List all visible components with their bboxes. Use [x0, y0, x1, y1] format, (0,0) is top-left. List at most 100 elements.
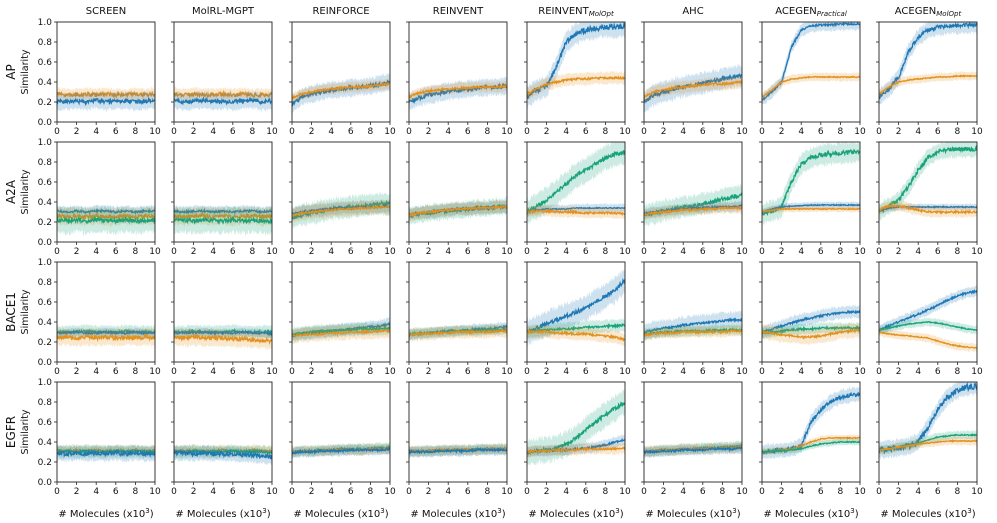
- x-tick-label: 6: [700, 367, 706, 377]
- x-tick-label: 8: [485, 487, 491, 497]
- x-tick-label: 10: [854, 247, 866, 257]
- series-line-blue: [644, 446, 742, 455]
- x-tick-label: 10: [501, 487, 513, 497]
- x-tick-label: 2: [779, 367, 785, 377]
- panel-frame: [526, 21, 626, 123]
- series-line-orange: [292, 328, 390, 338]
- panel-frame: [408, 261, 508, 363]
- panel-frame: [526, 261, 626, 363]
- series-band-green: [527, 142, 625, 225]
- x-tick-label: 4: [680, 247, 686, 257]
- x-tick-label: 6: [818, 367, 824, 377]
- series-line-green: [292, 325, 390, 336]
- x-tick-label: 0: [759, 367, 765, 377]
- x-tick-label: 10: [736, 247, 748, 257]
- series-band-green: [527, 388, 625, 467]
- series-band-green: [762, 142, 860, 226]
- x-tick-label: 2: [74, 487, 80, 497]
- series-line-orange: [644, 205, 742, 216]
- panel-ap-reinvent_molopt: 0 2 4 6 8 10: [524, 21, 631, 137]
- x-axis-label: # Molecules (x103): [645, 507, 740, 520]
- series-line-orange: [174, 211, 272, 222]
- x-tick-label: 2: [896, 247, 902, 257]
- x-tick-label: 4: [328, 487, 334, 497]
- y-tick-label: 0.8: [38, 158, 53, 168]
- x-tick-label: 2: [779, 247, 785, 257]
- y-tick-label: 0.0: [38, 118, 53, 128]
- series-line-orange: [879, 203, 977, 215]
- x-tick-label: 6: [230, 127, 236, 137]
- y-tick-label: 0.6: [38, 418, 53, 428]
- series-line-orange: [879, 74, 977, 95]
- x-tick-label: 6: [465, 487, 471, 497]
- x-tick-label: 0: [289, 127, 295, 137]
- x-tick-label: 10: [736, 487, 748, 497]
- series-line-green: [762, 440, 860, 454]
- x-tick-label: 0: [289, 487, 295, 497]
- x-tick-label: 8: [720, 487, 726, 497]
- x-tick-label: 0: [641, 487, 647, 497]
- x-tick-label: 0: [171, 127, 177, 137]
- series-band-orange: [762, 72, 860, 102]
- x-tick-label: 0: [171, 487, 177, 497]
- series-line-orange: [57, 211, 155, 222]
- series-line-blue: [57, 448, 155, 458]
- panel-egfr-reinforce: 0 2 4 6 8 10: [289, 381, 396, 497]
- x-tick-label: 8: [485, 127, 491, 137]
- series-line-green: [57, 215, 155, 226]
- x-tick-label: 10: [501, 247, 513, 257]
- panel-frame: [643, 381, 743, 483]
- column-title: ACEGENPractical: [775, 6, 847, 18]
- y-tick-label: 0.0: [38, 358, 53, 368]
- x-tick-label: 10: [501, 367, 513, 377]
- x-tick-label: 6: [113, 127, 119, 137]
- column-title: MolRL-MGPT: [192, 6, 255, 17]
- x-axis-label: # Molecules (x103): [880, 507, 975, 520]
- series-line-orange: [527, 75, 625, 97]
- x-tick-label: 8: [368, 127, 374, 137]
- series-line-orange: [409, 327, 507, 337]
- series-band-green: [174, 205, 272, 236]
- panel-a2a-reinvent: 0 2 4 6 8 10: [406, 141, 513, 257]
- x-tick-label: 4: [93, 127, 99, 137]
- panel-frame: [761, 261, 861, 363]
- x-tick-label: 8: [720, 127, 726, 137]
- panel-frame: [173, 141, 273, 243]
- x-tick-label: 8: [720, 247, 726, 257]
- x-tick-label: 8: [250, 127, 256, 137]
- x-axis-label: # Molecules (x103): [410, 507, 505, 520]
- series-band-blue: [762, 22, 860, 105]
- y-tick-label: 0.8: [38, 38, 53, 48]
- panel-egfr-acegen_molopt: 0 2 4 6 8 10: [876, 381, 983, 497]
- series-line-blue: [762, 309, 860, 334]
- x-tick-label: 2: [74, 247, 80, 257]
- x-tick-label: 10: [854, 487, 866, 497]
- series-line-orange: [527, 208, 625, 216]
- x-tick-label: 4: [680, 127, 686, 137]
- x-tick-label: 0: [406, 367, 412, 377]
- x-tick-label: 8: [720, 367, 726, 377]
- x-tick-label: 2: [426, 247, 432, 257]
- y-tick-label: 0.6: [38, 58, 53, 68]
- series-line-blue: [57, 96, 155, 107]
- y-tick-label: 0.4: [38, 78, 53, 88]
- x-tick-label: 0: [406, 247, 412, 257]
- x-tick-label: 2: [896, 127, 902, 137]
- series-line-orange: [762, 75, 860, 98]
- panel-frame: [761, 381, 861, 483]
- x-tick-label: 8: [955, 367, 961, 377]
- series-line-blue: [57, 329, 155, 336]
- panel-frame: [291, 381, 391, 483]
- y-tick-label: 0.8: [38, 278, 53, 288]
- y-tick-label: 0.8: [38, 398, 53, 408]
- x-axis-label: # Molecules (x103): [763, 507, 858, 520]
- x-tick-label: 4: [210, 487, 216, 497]
- x-tick-label: 6: [583, 367, 589, 377]
- panel-frame: [173, 21, 273, 123]
- x-tick-label: 8: [838, 367, 844, 377]
- x-tick-label: 0: [759, 127, 765, 137]
- series-band-orange: [762, 205, 860, 216]
- x-tick-label: 8: [603, 367, 609, 377]
- series-band-orange: [292, 78, 390, 104]
- x-tick-label: 6: [583, 487, 589, 497]
